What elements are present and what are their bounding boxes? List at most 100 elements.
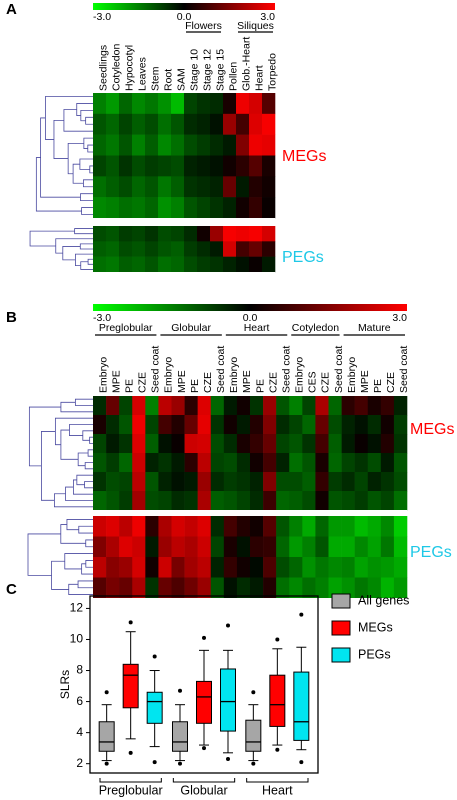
heatmap-cell — [302, 577, 316, 599]
panel-letter: A — [6, 1, 17, 18]
heatmap-cell — [106, 491, 120, 511]
heatmap-cell — [93, 516, 107, 537]
outlier — [178, 688, 182, 693]
column-label: Seed coat — [215, 346, 227, 393]
column-label: Glob.-Heart — [240, 37, 252, 91]
heatmap-cell — [145, 557, 159, 578]
heatmap-cell — [328, 577, 342, 599]
heatmap-cell — [380, 491, 395, 511]
x-tick-label: Globular — [180, 783, 227, 797]
x-tick-label: Heart — [262, 783, 293, 797]
heatmap-cell — [302, 396, 316, 416]
heatmap-cell — [106, 241, 120, 257]
heatmap-cell — [171, 453, 185, 473]
heatmap-cell — [315, 577, 329, 599]
heatmap-cell — [93, 93, 107, 115]
heatmap-cell — [197, 93, 211, 115]
heatmap-cell — [223, 241, 237, 257]
heatmap-cell — [367, 577, 382, 599]
colorbar-tick-label: 0.0 — [243, 312, 258, 324]
heatmap-cell — [145, 415, 159, 435]
heatmap-cell — [197, 256, 211, 273]
heatmap-cell — [197, 197, 211, 219]
heatmap-cell — [380, 557, 395, 578]
heatmap-cell — [289, 557, 303, 578]
heatmap-cell — [132, 577, 146, 599]
heatmap-cell — [223, 434, 238, 454]
outlier — [226, 757, 230, 762]
heatmap-cell — [184, 557, 198, 578]
heatmap-cell — [171, 134, 185, 156]
heatmap-cell — [145, 226, 159, 242]
heatmap-cell — [263, 577, 277, 599]
dendrogram-branch — [85, 560, 93, 568]
heatmap-cell — [210, 396, 225, 416]
dendrogram-branch — [85, 116, 93, 125]
heatmap-cell — [367, 557, 382, 578]
heatmap-cell — [328, 557, 342, 578]
heatmap-cell — [223, 113, 237, 135]
heatmap-cell — [236, 176, 250, 198]
heatmap-cell — [119, 93, 133, 115]
heatmap-cell — [289, 434, 303, 454]
heatmap-cell — [145, 113, 159, 135]
heatmap-cell — [171, 197, 185, 219]
heatmap-cell — [171, 577, 185, 599]
block-label: MEGs — [282, 148, 326, 165]
heatmap-cell — [132, 226, 146, 242]
heatmap-cell — [263, 415, 277, 435]
column-label: Cotyledon — [110, 44, 122, 91]
column-label: Stem — [149, 66, 161, 91]
column-label: CZE — [320, 372, 332, 393]
heatmap-cell — [249, 134, 263, 156]
dendrogram-branch — [83, 137, 93, 149]
heatmap-cell — [315, 396, 329, 416]
heatmap-cell — [106, 396, 120, 416]
outlier — [178, 761, 182, 766]
heatmap-cell — [236, 415, 251, 435]
heatmap-cell — [328, 536, 342, 558]
heatmap-cell — [145, 453, 159, 473]
heatmap-cell — [106, 256, 120, 273]
heatmap-cell — [276, 577, 290, 599]
heatmap-cell — [289, 415, 303, 435]
heatmap-cell — [341, 453, 355, 473]
heatmap-cell — [302, 516, 316, 537]
heatmap-cell — [393, 536, 408, 558]
heatmap-cell — [249, 176, 263, 198]
dendrogram-branch — [60, 401, 93, 413]
column-group-label: Cotyledon — [292, 322, 339, 334]
heatmap-cell — [223, 134, 237, 156]
y-axis-label: SLRs — [58, 670, 72, 699]
heatmap-cell — [223, 491, 238, 511]
heatmap-cell — [184, 396, 198, 416]
heatmap-cell — [197, 176, 211, 198]
heatmap-cell — [158, 453, 172, 473]
heatmap-cell — [184, 155, 198, 177]
heatmap-cell — [158, 415, 172, 435]
column-label: PE — [189, 379, 201, 393]
heatmap-cell — [184, 453, 198, 473]
heatmap-cell — [223, 516, 238, 537]
heatmap-cell — [289, 577, 303, 599]
column-label: Pollen — [227, 62, 239, 91]
heatmap-cell — [132, 472, 146, 492]
colorbar-tick-label: -3.0 — [93, 11, 111, 23]
heatmap-cell — [171, 434, 185, 454]
dendrogram-branch — [74, 228, 93, 235]
heatmap-cell — [210, 241, 224, 257]
heatmap-cell — [171, 516, 185, 537]
heatmap-cell — [249, 241, 263, 257]
colorbar-tick-label: 3.0 — [392, 312, 407, 324]
heatmap-cell — [393, 577, 408, 599]
heatmap-cell — [132, 415, 146, 435]
legend-label: All genes — [358, 593, 409, 607]
legend-swatch — [331, 647, 351, 663]
heatmap-cell — [184, 536, 198, 558]
heatmap-cell — [367, 434, 382, 454]
heatmap-cell — [158, 241, 172, 257]
heatmap-cell — [119, 113, 133, 135]
dendrogram-branch — [75, 253, 93, 267]
dendrogram-branch — [51, 560, 69, 590]
heatmap-cell — [236, 134, 250, 156]
